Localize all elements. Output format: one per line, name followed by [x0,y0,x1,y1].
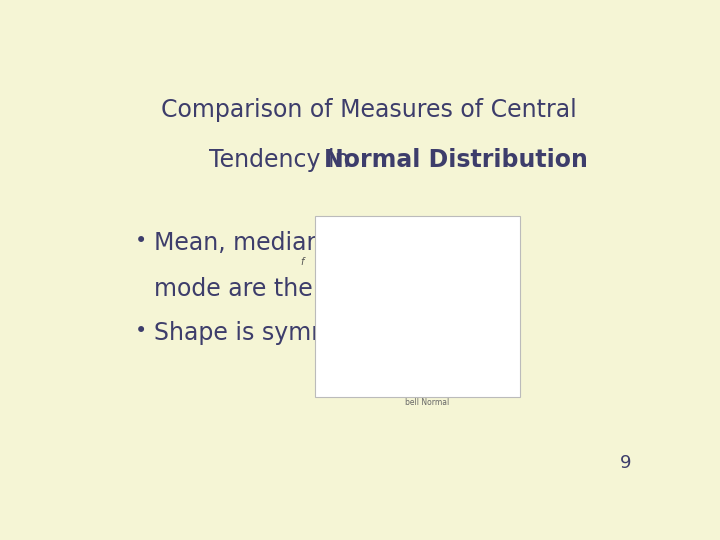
Text: Tendency in: Tendency in [210,148,357,172]
Text: •: • [135,321,147,341]
Text: Normal Distribution: Normal Distribution [324,148,588,172]
Text: •: • [135,231,147,251]
Text: Comparison of Measures of Central: Comparison of Measures of Central [161,98,577,122]
Text: 9: 9 [620,454,631,472]
Text: mode are the same: mode are the same [154,277,384,301]
Text: Shape is symmetric: Shape is symmetric [154,321,387,345]
Text: bell Normal: bell Normal [405,398,449,407]
Text: f: f [300,257,303,267]
Text: Mean, median and: Mean, median and [154,231,374,255]
